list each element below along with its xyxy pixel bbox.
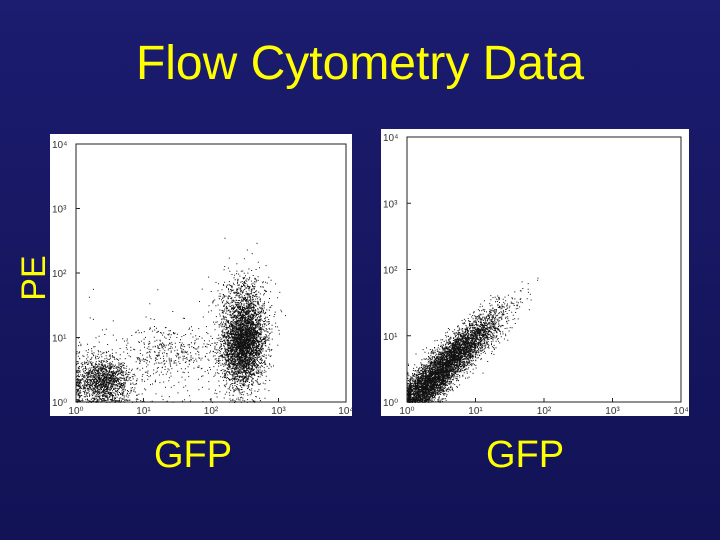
y-tick-label: 10³ (383, 199, 398, 210)
y-tick-label: 10¹ (383, 332, 398, 343)
y-tick-label: 10² (383, 266, 398, 277)
x-tick-label: 10⁰ (399, 406, 414, 416)
x-tick-label: 10¹ (468, 406, 483, 416)
plot-left-svg: 10⁰ 10¹ 10² 10³ 10⁴ 10⁰ 10¹ 10² 10³ 10⁴ (52, 140, 352, 416)
x-axis-label-left: GFP (153, 434, 233, 476)
slide-title: Flow Cytometry Data (135, 37, 585, 90)
y-tick-label: 10¹ (52, 334, 67, 345)
x-axis-label-right: GFP (485, 434, 565, 476)
x-tick-label: 10⁴ (673, 406, 688, 416)
y-tick-label: 10⁰ (383, 398, 398, 409)
y-tick-label: 10² (52, 269, 67, 280)
x-tick-label: 10⁴ (338, 406, 352, 416)
data-points (407, 277, 539, 403)
event-dots (76, 237, 286, 403)
x-tick-label: 10² (204, 406, 219, 416)
data-points (76, 237, 286, 403)
x-tick-label: 10¹ (136, 406, 151, 416)
x-tick-label: 10³ (605, 406, 620, 416)
y-tick-label: 10⁴ (52, 140, 67, 151)
plot-frame (75, 143, 347, 403)
scatter-plot-left: 10⁰ 10¹ 10² 10³ 10⁴ 10⁰ 10¹ 10² 10³ 10⁴ (50, 134, 352, 416)
y-tick-label: 10⁴ (383, 133, 398, 144)
x-tick-label: 10³ (271, 406, 286, 416)
plot-right-svg: 10⁰ 10¹ 10² 10³ 10⁴ 10⁰ 10¹ 10² 10³ 10⁴ (383, 133, 689, 416)
event-dots (407, 277, 539, 403)
y-tick-label: 10³ (52, 205, 67, 216)
x-tick-label: 10⁰ (68, 406, 83, 416)
x-tick-label: 10² (537, 406, 552, 416)
scatter-plot-right: 10⁰ 10¹ 10² 10³ 10⁴ 10⁰ 10¹ 10² 10³ 10⁴ (381, 129, 689, 416)
y-tick-label: 10⁰ (52, 398, 67, 409)
